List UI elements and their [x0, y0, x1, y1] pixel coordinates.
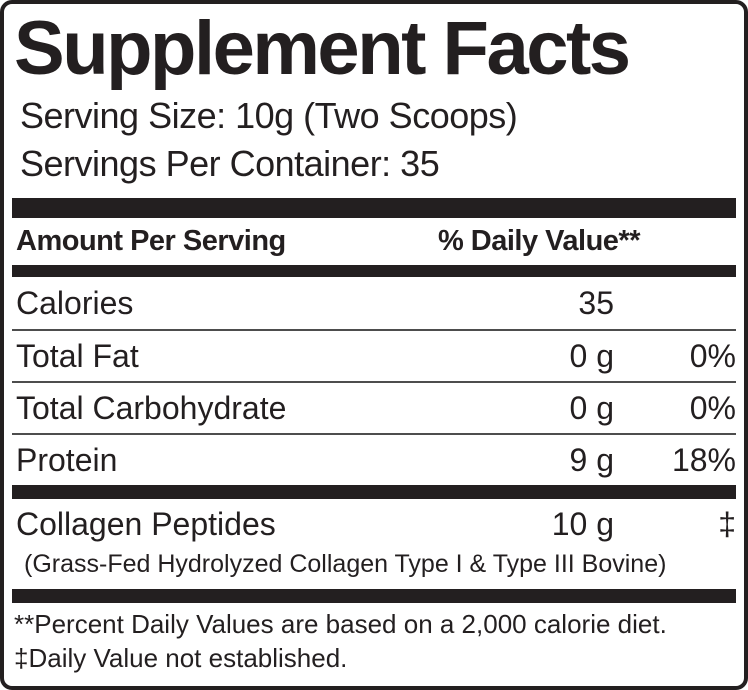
ingredient-amount: 10 g — [551, 505, 614, 542]
nutrient-name: Total Carbohydrate — [16, 389, 287, 426]
daily-value-header: % Daily Value** — [437, 225, 641, 258]
table-header-row: Amount Per Serving % Daily Value** — [12, 218, 736, 265]
amount-per-serving-header: Amount Per Serving — [16, 225, 286, 258]
nutrient-daily-value: 0% — [689, 389, 736, 426]
nutrient-name: Total Fat — [16, 337, 139, 374]
footnote-daily-values: **Percent Daily Values are based on a 2,… — [14, 609, 667, 640]
table-row-total-fat: Total Fat 0 g 0% — [12, 329, 736, 381]
table-row-calories: Calories 35 — [12, 277, 736, 329]
ingredient-detail-text: (Grass-Fed Hydrolyzed Collagen Type I & … — [24, 550, 667, 579]
nutrient-amount: 0 g — [569, 389, 614, 426]
divider-medium-under-header — [12, 265, 736, 278]
table-row-collagen-peptides: Collagen Peptides 10 g ‡ — [12, 501, 736, 547]
nutrient-name: Calories — [16, 284, 134, 321]
table-row-total-carbohydrate: Total Carbohydrate 0 g 0% — [12, 381, 736, 433]
ingredient-daily-value: ‡ — [718, 505, 736, 542]
table-row-protein: Protein 9 g 18% — [12, 433, 736, 485]
divider-thick-top — [12, 198, 736, 219]
nutrient-daily-value: 18% — [671, 441, 736, 478]
nutrient-name: Protein — [16, 441, 118, 478]
label-title: Supplement Facts — [14, 6, 631, 91]
nutrient-amount: 9 g — [569, 441, 614, 478]
divider-thick-bottom — [12, 589, 736, 604]
servings-per-container-text: Servings Per Container: 35 — [20, 143, 440, 185]
serving-size-text: Serving Size: 10g (Two Scoops) — [20, 95, 518, 137]
nutrient-amount: 0 g — [569, 337, 614, 374]
ingredient-name: Collagen Peptides — [16, 505, 276, 542]
divider-thick-mid — [12, 485, 736, 500]
nutrient-daily-value: 0% — [689, 337, 736, 374]
nutrient-amount: 35 — [578, 284, 614, 321]
footnote-not-established: ‡Daily Value not established. — [14, 643, 348, 674]
footnotes: **Percent Daily Values are based on a 2,… — [12, 607, 736, 675]
